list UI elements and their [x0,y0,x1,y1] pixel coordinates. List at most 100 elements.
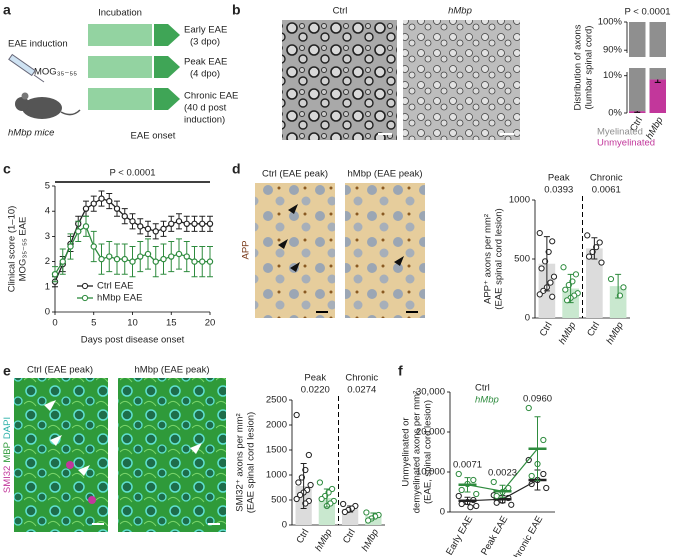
point [51,271,59,278]
point [82,223,90,230]
app-image [345,183,425,318]
bar [586,248,603,318]
point [175,218,183,225]
point [455,470,462,478]
point [59,258,66,265]
panel-label: e [3,363,11,379]
legend-label: hMbp [475,395,499,406]
mouse-tail [60,109,81,116]
point [538,265,545,272]
stain: DAPI [2,417,13,439]
point [473,490,480,498]
point [543,484,550,492]
point [540,470,547,478]
y-tick-label: 1500 [266,445,287,456]
stain: MBP [2,442,13,463]
em-image [403,20,520,140]
arrowhead [278,239,288,249]
outcome: Chronic EAE [184,91,238,102]
point [82,205,90,212]
x-axis-label: Days post disease onset [81,335,185,346]
p-value: 0.0960 [523,394,552,405]
smi32-signal [88,496,96,504]
y-tick-label: 100% [598,17,623,28]
panel-label: d [232,161,241,177]
legend-marker [81,282,89,290]
panel-label: f [398,363,403,379]
legend-label: Ctrl [475,383,490,394]
image-label: hMbp (EAE peak) [135,365,210,376]
x-tick-label: hMbp [557,320,578,346]
y-tick-label: 2500 [266,395,287,406]
arrowhead [78,465,90,476]
error-bar [347,505,354,513]
point [137,253,144,260]
point [152,258,159,265]
fluorescence-image [14,378,108,532]
p-value: 0.0393 [544,185,573,196]
point [473,502,480,510]
stain-label: SMI32 MBP DAPI [2,417,13,493]
y-tick-label: 0 [440,507,445,518]
outcome: Peak EAE [184,57,227,68]
point [199,220,206,227]
group-label: Chronic [345,373,378,384]
y-tick-label: 0 [45,307,50,318]
y-tick-label: 0 [525,313,530,324]
arrowhead [50,435,62,446]
point [493,492,500,500]
y-tick-label: 20,000 [416,427,445,438]
image-label: Ctrl (EAE peak) [262,169,328,180]
axis-break [626,57,671,68]
point [493,499,500,506]
point [98,195,105,202]
point [183,253,190,260]
point [572,271,580,278]
legend-label: hMbp EAE [97,293,142,304]
y-tick-label: 10,000 [416,467,445,478]
x-tick-label: 10 [127,318,138,329]
point [365,517,372,524]
x-tick-label: Ctrl [585,320,602,338]
point [455,492,462,500]
y-tick-label: 1 [45,281,50,292]
point [598,259,605,266]
arrowhead [190,443,202,454]
point [540,436,547,444]
mouse-head [15,97,29,111]
group-label: Peak [304,373,326,384]
p-value: 0.0274 [347,385,376,396]
error-bar [300,463,307,509]
y-tick-label: 2000 [266,420,287,431]
y-axis-label: MOG₃₅₋₅₅ EAE [18,217,29,282]
y-axis-label: (EAE spinal cord lesion) [494,208,505,309]
point [607,275,615,283]
x-tick-label: hMbp [313,527,334,553]
point [191,220,198,227]
point [144,225,152,233]
point [121,213,128,220]
point [585,253,593,260]
outcome: (3 dpo) [190,37,220,48]
point [160,225,167,233]
point [596,239,603,246]
point [470,476,477,484]
induction-label: EAE induction [8,39,68,50]
image-label: Ctrl (EAE peak) [27,365,93,376]
x-tick-label: Ctrl [294,527,311,545]
legend-label: Myelinated [597,127,643,138]
point [363,509,370,516]
point [183,220,190,227]
point [75,228,82,235]
point [341,508,348,516]
point [191,258,198,265]
y-tick-label: 0% [608,108,622,119]
panel-label: b [232,2,241,18]
x-tick-label: Chronic EAE [509,514,546,557]
point [547,279,554,286]
point [98,255,105,263]
arrowhead [290,262,300,272]
image-label: Ctrl [333,6,348,17]
y-tick-label: 1000 [509,195,530,206]
